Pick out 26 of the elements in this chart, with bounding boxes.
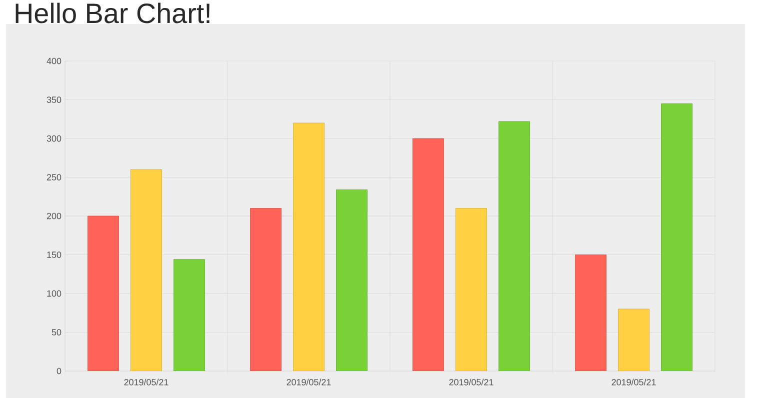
bar	[130, 169, 162, 371]
bar	[336, 189, 368, 371]
bar	[250, 208, 282, 371]
y-tick-label: 250	[46, 174, 62, 180]
bar	[498, 121, 530, 371]
chart-title: Hello Bar Chart!	[16, 2, 210, 24]
y-tick-label: 100	[47, 290, 62, 297]
bar	[293, 122, 324, 371]
bar	[618, 308, 650, 371]
y-tick-label: 300	[46, 135, 62, 142]
y-tick-label: 0	[56, 368, 62, 374]
x-tick-label: 2019/05/21	[449, 378, 494, 386]
y-tick-label: 150	[47, 252, 62, 258]
y-tick-label: 50	[52, 329, 62, 336]
bar	[575, 254, 606, 371]
bar	[412, 138, 444, 371]
x-tick-label: 2019/05/21	[124, 378, 168, 386]
bar	[661, 103, 692, 371]
x-tick-label: 2019/05/21	[286, 378, 331, 386]
bar	[456, 208, 487, 371]
bar	[88, 216, 119, 371]
y-tick-label: 400	[46, 58, 62, 64]
bar	[174, 259, 205, 371]
y-tick-label: 200	[46, 212, 62, 220]
x-tick-label: 2019/05/21	[612, 378, 656, 386]
y-tick-label: 350	[46, 96, 62, 103]
